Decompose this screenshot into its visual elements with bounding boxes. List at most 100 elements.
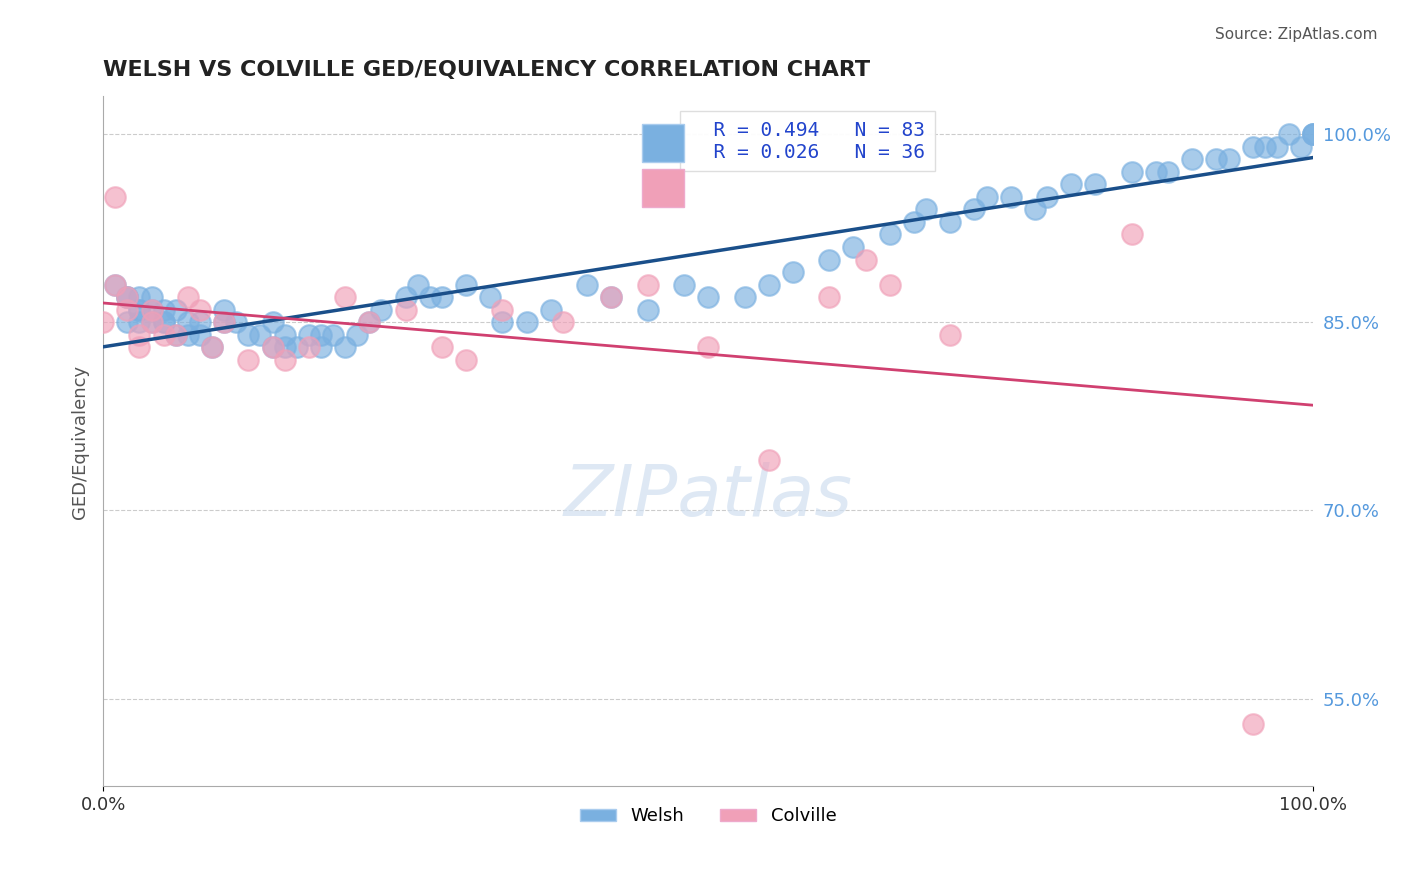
Point — [976, 190, 998, 204]
Point — [188, 302, 211, 317]
Point — [1254, 139, 1277, 153]
Point — [128, 290, 150, 304]
Point — [201, 340, 224, 354]
Point — [152, 302, 174, 317]
Point — [1265, 139, 1288, 153]
Point — [1144, 165, 1167, 179]
Point — [117, 302, 139, 317]
Point — [152, 315, 174, 329]
Text: Source: ZipAtlas.com: Source: ZipAtlas.com — [1215, 27, 1378, 42]
Point — [238, 352, 260, 367]
Point — [1302, 127, 1324, 141]
Point — [1036, 190, 1059, 204]
Point — [406, 277, 429, 292]
Point — [491, 302, 513, 317]
Point — [430, 340, 453, 354]
Point — [333, 340, 356, 354]
Point — [479, 290, 502, 304]
Point — [165, 327, 187, 342]
FancyBboxPatch shape — [641, 169, 683, 207]
Point — [758, 277, 780, 292]
Point — [212, 315, 235, 329]
Point — [346, 327, 368, 342]
Point — [298, 327, 321, 342]
Point — [516, 315, 538, 329]
Point — [1241, 716, 1264, 731]
Point — [1289, 139, 1312, 153]
Point — [104, 190, 127, 204]
Point — [238, 327, 260, 342]
Point — [262, 340, 284, 354]
Point — [141, 302, 163, 317]
Point — [1302, 127, 1324, 141]
Point — [818, 252, 841, 267]
Point — [273, 352, 295, 367]
Point — [697, 340, 720, 354]
Point — [456, 352, 478, 367]
Point — [91, 315, 114, 329]
Point — [395, 302, 418, 317]
Point — [128, 327, 150, 342]
Point — [456, 277, 478, 292]
Text: ZIPatlas: ZIPatlas — [564, 462, 852, 531]
Point — [201, 340, 224, 354]
Point — [1241, 139, 1264, 153]
Point — [177, 327, 200, 342]
Point — [672, 277, 695, 292]
Point — [225, 315, 247, 329]
Point — [309, 327, 332, 342]
Point — [177, 290, 200, 304]
Text: R = 0.494   N = 83
  R = 0.026   N = 36: R = 0.494 N = 83 R = 0.026 N = 36 — [690, 120, 925, 161]
Point — [117, 290, 139, 304]
Point — [1024, 202, 1046, 217]
Point — [165, 327, 187, 342]
Point — [1278, 127, 1301, 141]
Point — [370, 302, 392, 317]
Point — [104, 277, 127, 292]
Point — [491, 315, 513, 329]
Point — [104, 277, 127, 292]
Point — [697, 290, 720, 304]
Text: WELSH VS COLVILLE GED/EQUIVALENCY CORRELATION CHART: WELSH VS COLVILLE GED/EQUIVALENCY CORREL… — [103, 60, 870, 79]
Point — [576, 277, 599, 292]
Point — [141, 315, 163, 329]
Point — [141, 290, 163, 304]
Point — [359, 315, 381, 329]
Point — [165, 302, 187, 317]
Point — [1218, 152, 1240, 166]
Point — [262, 315, 284, 329]
Point — [177, 315, 200, 329]
Point — [117, 290, 139, 304]
Point — [212, 315, 235, 329]
Point — [117, 315, 139, 329]
Point — [309, 340, 332, 354]
Point — [758, 453, 780, 467]
Point — [1205, 152, 1227, 166]
Point — [600, 290, 623, 304]
Point — [188, 327, 211, 342]
Point — [188, 315, 211, 329]
Point — [419, 290, 441, 304]
Point — [273, 340, 295, 354]
Point — [915, 202, 938, 217]
Point — [212, 302, 235, 317]
Point — [359, 315, 381, 329]
Point — [903, 215, 925, 229]
Point — [128, 302, 150, 317]
Point — [128, 302, 150, 317]
Point — [551, 315, 574, 329]
Point — [879, 277, 901, 292]
Point — [1121, 227, 1143, 242]
Point — [128, 340, 150, 354]
Point — [128, 315, 150, 329]
Point — [855, 252, 877, 267]
FancyBboxPatch shape — [641, 124, 683, 162]
Point — [842, 240, 865, 254]
Point — [298, 340, 321, 354]
Point — [963, 202, 986, 217]
Point — [1181, 152, 1204, 166]
Point — [141, 315, 163, 329]
Y-axis label: GED/Equivalency: GED/Equivalency — [72, 365, 89, 518]
Point — [322, 327, 344, 342]
Point — [1157, 165, 1180, 179]
